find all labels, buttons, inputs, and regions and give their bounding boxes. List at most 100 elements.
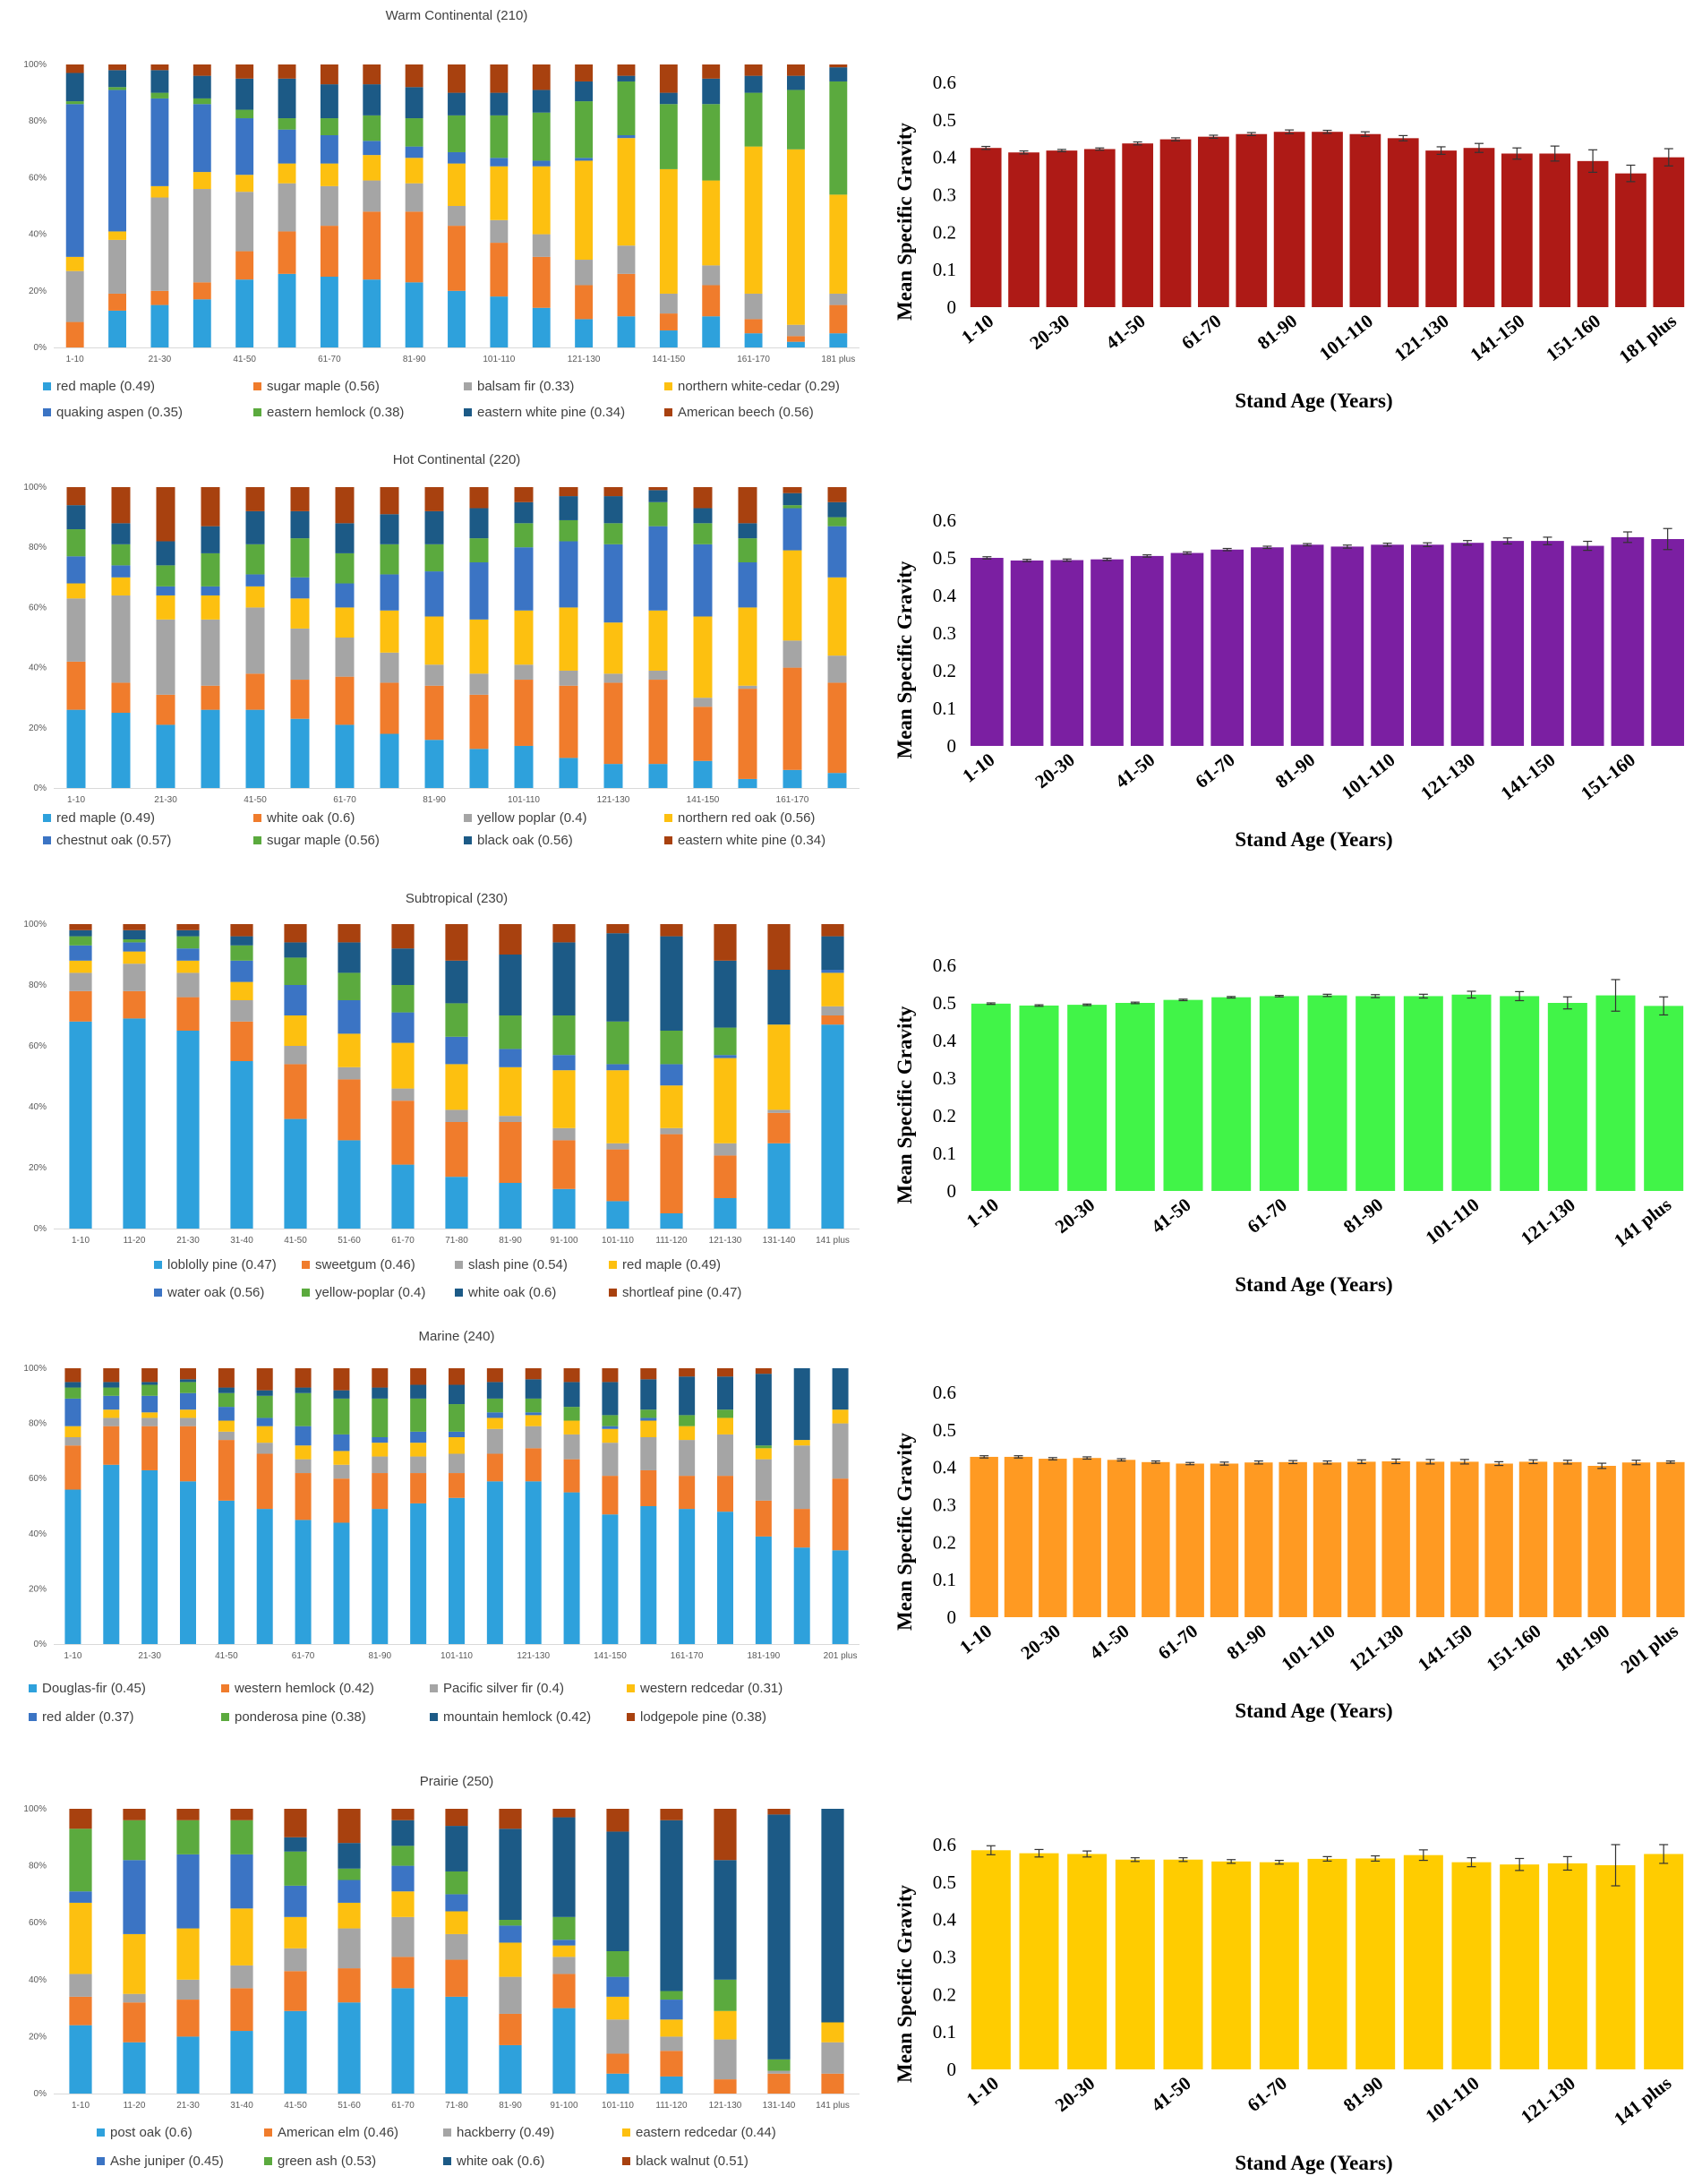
bar-segment xyxy=(445,1809,468,1827)
y-tick-label: 80% xyxy=(29,116,47,126)
bar-segment xyxy=(525,1379,542,1399)
bar-segment xyxy=(278,183,296,232)
bar xyxy=(1163,999,1203,1191)
bar-segment xyxy=(563,1368,580,1383)
legend-swatch xyxy=(97,2157,105,2165)
bar-segment xyxy=(445,1036,468,1065)
bar-segment xyxy=(640,1417,657,1421)
bar-segment xyxy=(256,1368,273,1391)
bar-segment xyxy=(235,78,254,110)
bar-segment xyxy=(284,942,307,958)
bar xyxy=(1570,545,1604,746)
x-tick-label: 1-10 xyxy=(958,749,998,787)
x-tick-label: 41-50 xyxy=(284,1236,307,1246)
bar-segment xyxy=(290,598,310,629)
bar-segment xyxy=(702,64,721,79)
bar xyxy=(1198,136,1229,307)
bar-segment xyxy=(405,87,423,119)
bar-segment xyxy=(648,487,668,491)
bar-segment xyxy=(469,673,489,695)
bar-segment xyxy=(176,1031,200,1229)
bar-segment xyxy=(338,1902,361,1929)
bar-segment xyxy=(424,685,444,741)
x-tick-label: 20-30 xyxy=(1051,2072,1099,2116)
x-tick-label: 101-110 xyxy=(1422,2072,1484,2127)
x-tick-label: 41-50 xyxy=(1147,1194,1194,1238)
bar-segment xyxy=(333,1390,350,1399)
bar-segment xyxy=(201,619,220,686)
y-tick-label: 0.4 xyxy=(933,585,957,606)
bar-segment xyxy=(108,90,126,232)
bar xyxy=(1644,1006,1684,1191)
bar-segment xyxy=(714,924,737,961)
bar-segment xyxy=(575,101,594,158)
x-tick-label: 121-130 xyxy=(1416,749,1479,804)
bar xyxy=(1425,150,1457,307)
bar-segment xyxy=(552,1055,576,1071)
x-tick-label: 81-90 xyxy=(1223,1620,1270,1664)
bar-segment xyxy=(338,972,361,1000)
bar-segment xyxy=(486,1412,503,1418)
bar-segment xyxy=(235,64,254,79)
bar xyxy=(1211,1861,1252,2069)
bar-segment xyxy=(123,990,146,1019)
bar-segment xyxy=(65,270,84,322)
bar-segment xyxy=(333,1398,350,1435)
bar-segment xyxy=(333,1478,350,1523)
bar-segment xyxy=(284,1064,307,1119)
bar xyxy=(970,1456,998,1617)
bar xyxy=(1259,1862,1299,2069)
bar-segment xyxy=(532,256,551,308)
bar-segment xyxy=(617,64,636,76)
bar-segment xyxy=(69,936,92,946)
legend-swatch xyxy=(443,2157,451,2165)
bar-segment xyxy=(559,670,578,686)
bar-segment xyxy=(320,277,338,347)
bar-segment xyxy=(660,1820,683,1991)
legend-swatch xyxy=(264,2128,272,2137)
bar-segment xyxy=(821,1024,844,1229)
x-tick-label: 61-70 xyxy=(333,795,356,805)
legend-label: yellow poplar (0.4) xyxy=(477,810,587,826)
bar-segment xyxy=(617,316,636,347)
bar-segment xyxy=(787,90,805,150)
bar-segment xyxy=(755,1459,772,1501)
bar-segment xyxy=(648,490,668,502)
x-tick-label: 41-50 xyxy=(244,795,267,805)
bar-segment xyxy=(767,1024,791,1110)
bar-segment xyxy=(659,104,678,169)
y-tick-label: 0% xyxy=(34,343,47,353)
bar-segment xyxy=(767,1814,791,2060)
bar-segment xyxy=(284,985,307,1015)
bar-segment xyxy=(372,1398,389,1437)
x-tick-label: 151-160 xyxy=(1483,1620,1545,1675)
bar xyxy=(1577,160,1609,307)
bar-segment xyxy=(525,1368,542,1380)
bar-segment xyxy=(111,713,131,788)
x-tick-label: 121-130 xyxy=(709,2101,742,2111)
bar-segment xyxy=(499,1015,522,1049)
bar-segment xyxy=(230,1908,253,1966)
bar-segment xyxy=(192,189,211,283)
x-axis-label: Stand Age (Years) xyxy=(1235,2152,1392,2174)
legend-label: western hemlock (0.42) xyxy=(234,1681,374,1696)
bar-segment xyxy=(245,544,265,575)
bar-segment xyxy=(64,1489,81,1644)
bar-segment xyxy=(445,1871,468,1895)
bar xyxy=(1381,1460,1410,1617)
bar-segment xyxy=(180,1368,196,1380)
bar-segment xyxy=(755,1368,772,1375)
bar xyxy=(1067,1005,1108,1191)
bar-segment xyxy=(693,616,713,698)
bar-segment xyxy=(469,694,489,749)
bar-segment xyxy=(333,1368,350,1391)
legend-swatch xyxy=(264,2157,272,2165)
bar xyxy=(1553,1461,1582,1617)
bar-segment xyxy=(714,1979,737,2011)
bar-segment xyxy=(66,529,86,557)
bar-segment xyxy=(335,583,355,608)
bar-segment xyxy=(295,1473,312,1520)
bar-segment xyxy=(499,955,522,1015)
x-tick-label: 81-90 xyxy=(1253,310,1301,354)
